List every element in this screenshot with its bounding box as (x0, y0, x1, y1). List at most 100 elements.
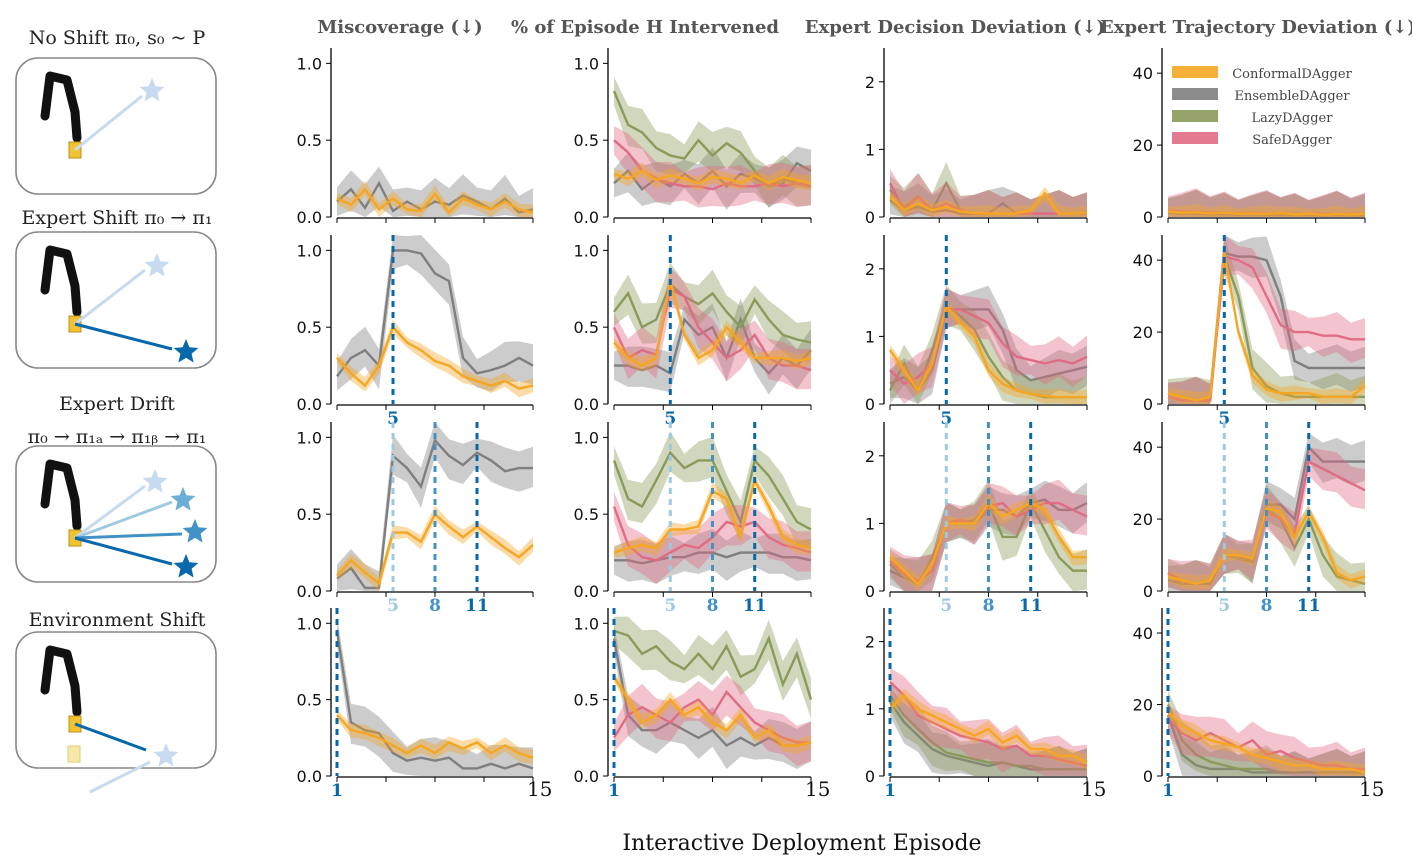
y-tick-label: 0 (1143, 395, 1153, 414)
line-conformaldagger (889, 693, 1088, 764)
y-tick-label: 0.0 (574, 582, 599, 601)
row-3-title-line-1: Expert Drift (59, 393, 175, 415)
y-tick-label: 1.0 (297, 428, 322, 447)
line-lazydagger (613, 282, 812, 344)
arrow-icon (74, 94, 143, 152)
band-lazydagger (614, 262, 811, 364)
band-lazydagger (614, 431, 811, 549)
band-safedagger (890, 288, 1087, 404)
legend-swatch-safedagger (1172, 132, 1218, 144)
line-safedagger (889, 308, 1088, 386)
x-end-label: 15 (527, 777, 552, 801)
panel-r4-c4: 0 20 40 1 15 (1133, 608, 1384, 801)
band-safedagger (1168, 188, 1365, 217)
row-3-illustration: Expert Drift π₀ → π₁ₐ → π₁ᵦ → π₁ (15, 393, 217, 583)
line-conformaldagger (1167, 710, 1366, 774)
y-tick-label: 40 (1133, 64, 1153, 83)
goal-star-icon (170, 487, 196, 511)
band-conformaldagger (337, 709, 533, 765)
arrow-icon (74, 322, 173, 351)
shift-marker-label: 5 (387, 409, 399, 429)
y-tick-label: 40 (1133, 251, 1153, 270)
y-tick-label: 1.0 (574, 428, 599, 447)
x-axis-label: Interactive Deployment Episode (622, 831, 981, 856)
band-safedagger (890, 169, 1087, 217)
arrow-icon (74, 532, 183, 540)
line-conformaldagger (613, 280, 812, 367)
band-ensembledagger (337, 235, 533, 392)
shift-marker-label: 5 (387, 596, 399, 616)
y-tick-label: 1.0 (574, 54, 599, 73)
shift-marker-label: 5 (940, 409, 952, 429)
shift-marker-label: 5 (1218, 409, 1230, 429)
y-tick-label: 0.5 (574, 131, 599, 150)
band-conformaldagger (337, 319, 533, 398)
line-conformaldagger (889, 303, 1087, 399)
band-safedagger (614, 125, 811, 208)
y-tick-label: 0.5 (297, 131, 322, 150)
goal-star-icon (182, 519, 208, 543)
goal-star-icon (142, 469, 168, 493)
goal-star-icon (139, 78, 165, 102)
legend-swatch-lazydagger (1172, 110, 1218, 122)
panel-r2-c2: 0.0 0.5 1.0 5 (574, 235, 812, 429)
robot-arm-icon (40, 645, 82, 717)
panel-r2-c1: 0.0 0.5 1.0 5 (297, 235, 534, 429)
y-tick-label: 0 (1143, 208, 1153, 227)
legend: ConformalDAgger EnsembleDAgger LazyDAgger S… (1172, 66, 1353, 148)
y-tick-label: 0.5 (297, 318, 322, 337)
shift-marker-label: 5 (940, 596, 952, 616)
arrow-icon (74, 484, 146, 540)
goal-star-icon (173, 554, 199, 578)
column-title-2: % of Episode H Intervened (511, 17, 779, 38)
arrow-icon (74, 722, 147, 752)
panel-r4-c2: 0.0 0.5 1.0 1 15 (574, 608, 830, 801)
y-tick-label: 0 (865, 767, 875, 786)
line-conformaldagger (1167, 252, 1366, 402)
column-title-3: Expert Decision Deviation (↓) (805, 17, 1105, 38)
panel-r3-c1: 0.0 0.5 1.0 5 8 11 (297, 422, 534, 616)
y-tick-label: 20 (1133, 323, 1153, 342)
panel-r3-c3: 0 1 2 5 8 11 (865, 422, 1088, 616)
shift-marker-label: 8 (707, 596, 719, 616)
robot-arm-icon (40, 245, 82, 317)
y-tick-label: 0.5 (574, 505, 599, 524)
y-tick-label: 2 (865, 447, 875, 466)
x-end-label: 15 (805, 777, 830, 801)
band-lazydagger (1168, 235, 1365, 404)
band-conformaldagger (890, 298, 1087, 404)
y-tick-label: 0.5 (297, 505, 322, 524)
row-1-illustration: No Shift π₀, s₀ ~ P (15, 27, 217, 195)
panel-r1-c2: 0.0 0.5 1.0 (574, 48, 812, 227)
band-ensembledagger (890, 285, 1087, 404)
y-tick-label: 0.0 (297, 208, 322, 227)
line-ensembledagger (336, 180, 534, 214)
line-safedagger (889, 681, 1088, 768)
row-4-title-line-1: Environment Shift (29, 609, 206, 631)
y-tick-label: 1.0 (297, 54, 322, 73)
line-safedagger (612, 690, 811, 744)
y-tick-label: 2 (865, 633, 875, 652)
x-end-label: 15 (1359, 777, 1384, 801)
panel-r1-c4: 0 20 40 (1133, 48, 1366, 227)
legend-label-safedagger: SafeDAgger (1252, 133, 1332, 148)
band-lazydagger (1168, 690, 1365, 776)
line-conformaldagger (612, 676, 812, 747)
shift-marker-label: 8 (983, 596, 995, 616)
band-ensembledagger (890, 480, 1087, 591)
column-title-4: Expert Trajectory Deviation (↓) (1100, 17, 1412, 38)
row-1-title-line-1: No Shift π₀, s₀ ~ P (29, 27, 206, 49)
shift-marker-label: 11 (465, 596, 489, 616)
shift-marker-label: 11 (1019, 596, 1043, 616)
line-lazydagger (889, 694, 1087, 771)
y-tick-label: 20 (1133, 510, 1153, 529)
robot-arm-icon (40, 459, 82, 531)
shift-marker-label: 8 (1261, 596, 1273, 616)
band-safedagger (614, 675, 811, 766)
y-tick-label: 1.0 (574, 614, 599, 633)
line-lazydagger (1166, 704, 1365, 774)
y-tick-label: 0 (1143, 767, 1153, 786)
legend-swatch-conformaldagger (1172, 66, 1218, 78)
y-tick-label: 20 (1133, 696, 1153, 715)
